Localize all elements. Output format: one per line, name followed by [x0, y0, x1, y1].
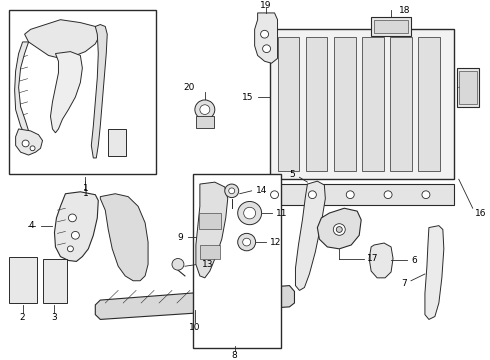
Bar: [9, 257, 37, 303]
Text: 1: 1: [82, 184, 88, 193]
Bar: [374, 20, 408, 33]
Bar: [334, 37, 356, 171]
Polygon shape: [100, 194, 148, 281]
Polygon shape: [15, 42, 32, 143]
Circle shape: [69, 214, 76, 222]
Circle shape: [243, 238, 251, 246]
Circle shape: [238, 202, 262, 225]
Text: 18: 18: [399, 5, 411, 14]
Bar: [390, 37, 412, 171]
Circle shape: [422, 191, 430, 199]
Bar: [270, 30, 454, 179]
Text: 13: 13: [202, 260, 213, 269]
Circle shape: [270, 191, 278, 199]
Text: 19: 19: [260, 1, 271, 10]
Circle shape: [333, 224, 345, 235]
Circle shape: [263, 45, 270, 53]
Bar: [193, 174, 281, 348]
Circle shape: [200, 105, 210, 114]
Circle shape: [72, 231, 79, 239]
Text: 3: 3: [51, 313, 57, 322]
Text: 11: 11: [275, 208, 287, 217]
Text: 8: 8: [232, 351, 238, 360]
Bar: [199, 213, 221, 229]
Bar: [306, 37, 327, 171]
Bar: [108, 129, 126, 156]
Text: 14: 14: [256, 186, 267, 195]
Circle shape: [172, 258, 184, 270]
Circle shape: [22, 140, 29, 147]
Text: 10: 10: [189, 323, 200, 332]
Circle shape: [336, 226, 343, 233]
Text: 16: 16: [475, 208, 486, 217]
Bar: [277, 37, 299, 171]
Polygon shape: [369, 243, 393, 278]
Bar: [255, 184, 454, 205]
Polygon shape: [16, 129, 43, 155]
Bar: [457, 68, 479, 107]
Bar: [362, 37, 384, 171]
Circle shape: [244, 207, 256, 219]
Bar: [200, 245, 220, 258]
Circle shape: [238, 233, 256, 251]
Polygon shape: [425, 226, 444, 319]
Circle shape: [229, 188, 235, 194]
Polygon shape: [50, 51, 82, 133]
Polygon shape: [91, 24, 107, 158]
Polygon shape: [24, 20, 100, 58]
Polygon shape: [318, 208, 361, 249]
Text: 7: 7: [401, 279, 407, 288]
Circle shape: [195, 100, 215, 119]
Circle shape: [30, 146, 35, 151]
Circle shape: [384, 191, 392, 199]
Circle shape: [346, 191, 354, 199]
Polygon shape: [255, 13, 277, 63]
Text: 2: 2: [20, 313, 25, 322]
Bar: [196, 116, 214, 128]
Polygon shape: [54, 192, 98, 261]
Circle shape: [225, 184, 239, 198]
Text: 1: 1: [82, 189, 88, 198]
Text: 17: 17: [367, 254, 379, 263]
Circle shape: [261, 30, 269, 38]
Bar: [43, 260, 68, 303]
Bar: [418, 37, 440, 171]
Text: 6: 6: [411, 256, 416, 265]
Bar: [371, 17, 411, 36]
Text: 9: 9: [177, 233, 183, 242]
Circle shape: [308, 191, 317, 199]
Text: 20: 20: [184, 83, 195, 92]
Text: 12: 12: [270, 238, 281, 247]
Bar: [459, 71, 477, 104]
Text: 15: 15: [242, 93, 254, 102]
Polygon shape: [196, 182, 228, 278]
Bar: [9, 10, 156, 174]
Polygon shape: [95, 285, 294, 319]
Polygon shape: [295, 181, 325, 291]
Text: 5: 5: [290, 170, 295, 179]
Circle shape: [68, 246, 74, 252]
Text: 4: 4: [29, 221, 35, 230]
